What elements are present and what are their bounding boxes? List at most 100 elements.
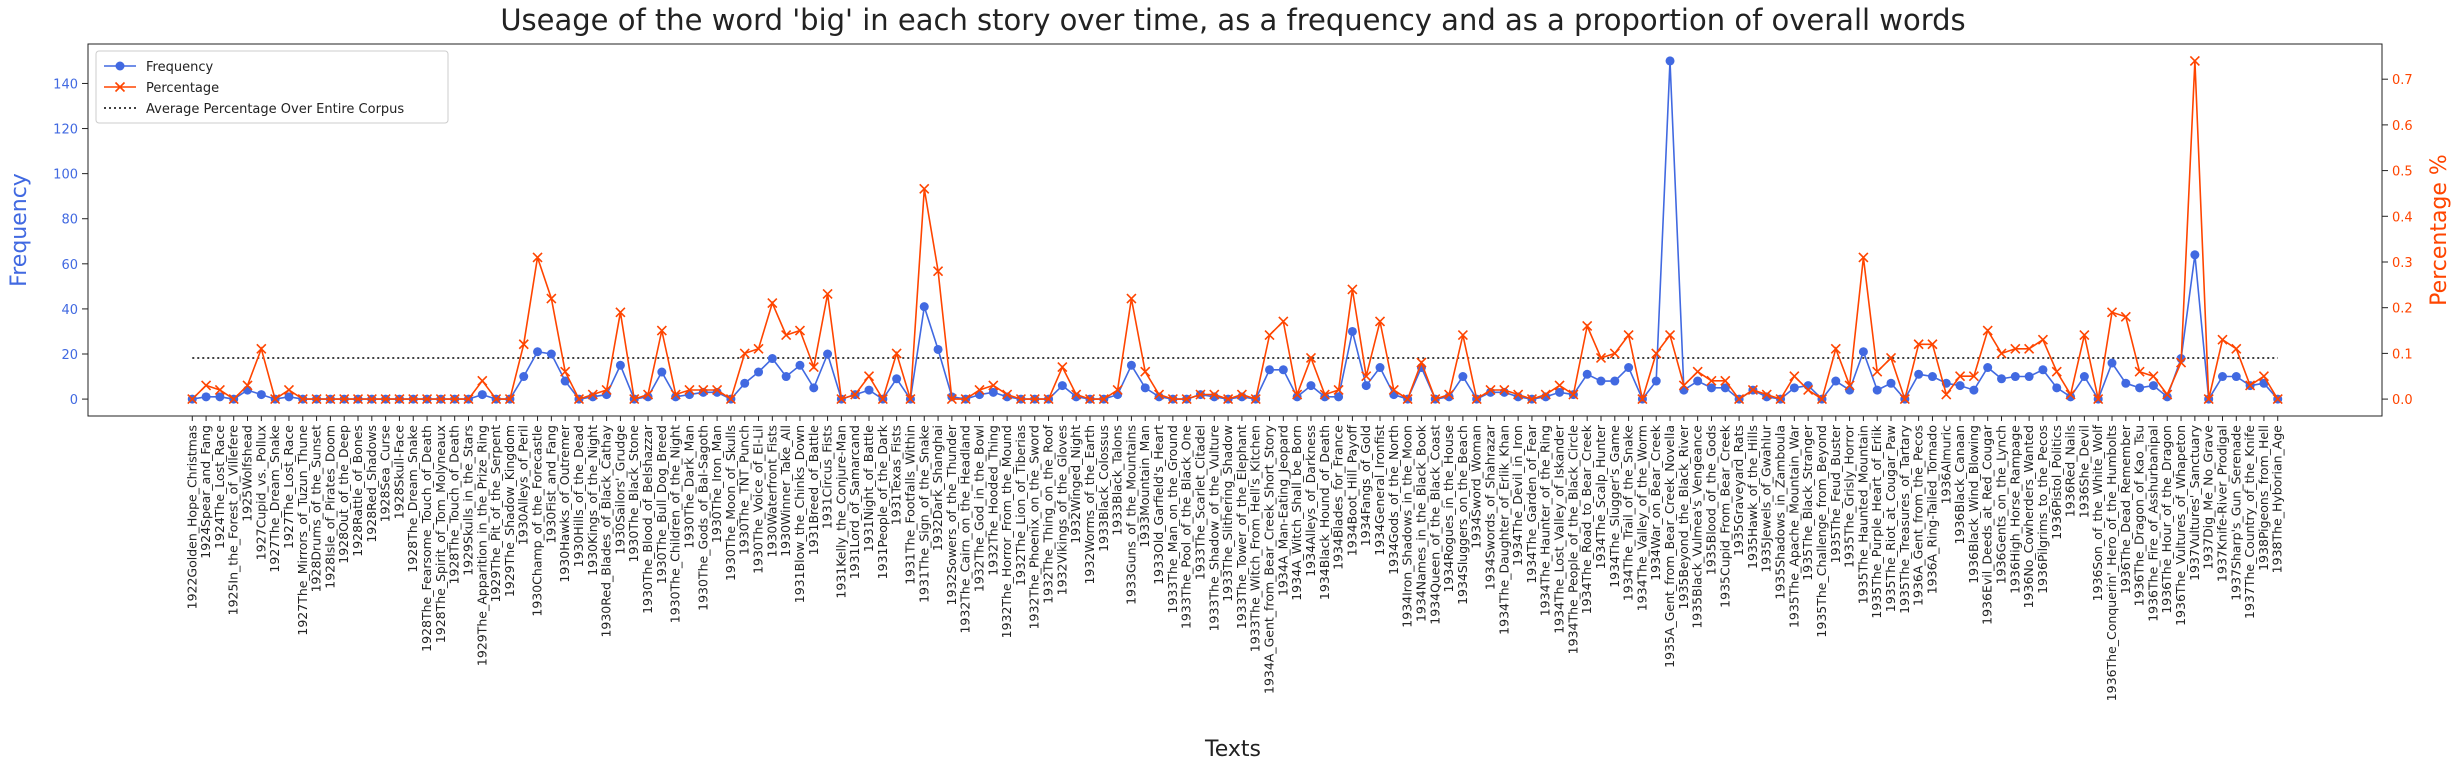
y2-tick-label: 0.5: [2392, 165, 2413, 180]
marker: [1209, 389, 1220, 400]
marker: [1914, 369, 1924, 379]
x-tick-label: 1931People_of_the_Dark: [875, 424, 890, 579]
x-tick-label: 1938The_Hyborian_Age: [2270, 425, 2285, 574]
marker: [1816, 394, 1828, 405]
marker: [256, 343, 267, 354]
marker: [794, 325, 806, 336]
marker: [1761, 389, 1772, 400]
marker: [2107, 358, 2117, 368]
x-tick-label: 1933The_Tower_of_the_Elephant: [1234, 425, 1249, 629]
marker: [1361, 371, 1372, 382]
x-tick-label: 1936Black_Wind_Blowing: [1966, 425, 1981, 584]
marker: [560, 376, 570, 386]
x-tick-label: 1934The_People_of_the_Black_Circle: [1565, 425, 1580, 655]
x-tick-label: 1933Black_Colossus: [1096, 425, 1111, 552]
x-tick-label: 1931Blow_the_Chinks_Down: [792, 425, 807, 603]
x-tick-label: 1936The_Conquerin'_Hero_of_the_Humbolts: [2104, 425, 2119, 701]
marker: [325, 394, 336, 405]
x-tick-label: 1936A_Ring-Tailed_Tornado: [1924, 425, 1939, 594]
x-tick-label: 1930The_Voice_of_El-Lil: [751, 425, 766, 574]
x-tick-label: 1932The_Phoenix_on_the_Sword: [1027, 425, 1042, 629]
marker: [1886, 378, 1896, 388]
x-tick-label: 1934Boot_Hill_Payoff: [1344, 425, 1359, 557]
x-tick-label: 1934The_Road_to_Bear_Creek: [1579, 424, 1594, 614]
marker: [477, 390, 487, 400]
marker: [767, 354, 777, 364]
marker: [1568, 389, 1579, 400]
marker: [809, 383, 819, 393]
marker: [532, 252, 543, 263]
marker: [1664, 330, 1676, 341]
marker: [1554, 380, 1565, 391]
marker: [2148, 381, 2158, 391]
marker: [533, 347, 543, 357]
x-tick-label: 1933Black_Talons: [1110, 425, 1125, 536]
marker: [753, 343, 764, 354]
marker: [1250, 394, 1261, 405]
x-tick-label: 1935The_Treasures_of_Tartary: [1897, 424, 1912, 613]
x-tick-label: 1927Cupid_vs._Pollux: [253, 425, 268, 560]
marker: [863, 371, 875, 382]
marker: [242, 380, 253, 391]
x-tick-label: 1925Wolfshead: [240, 425, 255, 522]
x-tick-label: 1931The_Footfalls_Within: [902, 425, 917, 585]
marker: [2162, 389, 2173, 400]
marker: [352, 394, 364, 405]
marker: [1140, 366, 1151, 377]
x-tick-label: 1933The_Scarlet_Citadel: [1192, 425, 1207, 580]
marker: [1043, 394, 1054, 405]
x-tick-label: 1933The_Slithering_Shadow: [1220, 425, 1235, 602]
marker: [2272, 394, 2283, 405]
y-tick-label: 60: [61, 258, 78, 273]
legend-box: [95, 50, 449, 124]
x-tick-label: 1932Winged_Night: [1068, 425, 1083, 544]
marker: [642, 389, 654, 400]
marker: [808, 362, 819, 373]
marker: [2010, 372, 2020, 382]
x-tick-label: 1936Son_of_the_White_Wolf: [2090, 424, 2105, 601]
x-tick-label: 1927The_Lost_Race: [281, 425, 296, 549]
marker: [339, 394, 350, 405]
marker: [1485, 384, 1496, 396]
x-tick-label: 1935Shadows_in_Zamboula: [1773, 425, 1788, 600]
x-tick-label: 1935Jewels_of_Gwahlur: [1759, 424, 1774, 573]
x-tick-label: 1932The_Cairn_on_the_Headland: [958, 425, 973, 634]
marker: [1181, 394, 1192, 405]
x-tick-label: 1932The_God_in_the_Bowl: [971, 425, 986, 592]
x-tick-label: 1931Texas_Fists: [889, 425, 904, 525]
marker: [573, 394, 585, 405]
x-tick-label: 1935Hawk_of_the_Hills: [1745, 425, 1760, 569]
x-tick-label: 1928Rattle_of_Bones: [350, 425, 365, 557]
marker: [1651, 376, 1661, 386]
x-tick-label: 1938Pigeons_from_Hell: [2256, 425, 2271, 571]
marker: [1789, 371, 1800, 382]
marker: [1734, 394, 1745, 405]
marker: [1609, 348, 1620, 359]
marker: [767, 298, 778, 309]
legend-label: Average Percentage Over Entire Corpus: [146, 102, 404, 117]
x-tick-label: 1932Dark_Shanghai: [930, 425, 945, 551]
marker: [2162, 392, 2172, 402]
x-tick-label: 1936The_Dead_Remember: [2118, 424, 2133, 594]
marker: [2134, 366, 2145, 377]
x-tick-label: 1930Winner_Take_All: [778, 425, 793, 557]
x-tick-label: 1930The_Dark_Man: [681, 425, 696, 549]
marker: [725, 394, 736, 405]
marker: [1969, 385, 1979, 395]
marker: [587, 389, 598, 400]
x-tick-label: 1933The_Witch_From_Hell's_Kitchen: [1248, 425, 1263, 652]
marker: [519, 372, 529, 382]
x-tick-label: 1925In_the_Forest_of_Villefere: [226, 425, 241, 616]
marker: [1692, 366, 1703, 377]
marker: [740, 378, 750, 388]
marker: [822, 288, 833, 300]
series-markers: [187, 56, 2283, 404]
y-axis-label: Frequency: [7, 173, 32, 287]
marker: [1444, 389, 1455, 400]
x-tick-label: 1935The_Purple_Heart_of_Erlik: [1869, 424, 1884, 618]
x-tick-label: 1936The_Vultures_of_Whapeton: [2173, 425, 2188, 626]
marker: [850, 389, 861, 400]
legend-label: Percentage: [146, 81, 219, 96]
marker: [366, 394, 377, 405]
